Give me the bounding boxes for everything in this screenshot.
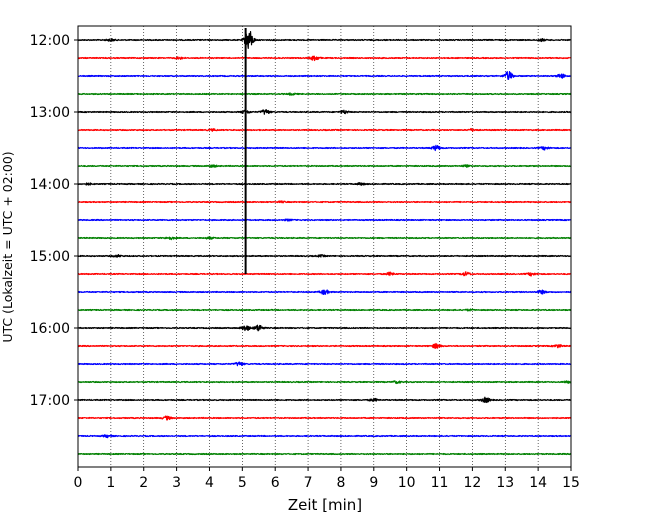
x-tick-label: 14 — [529, 475, 547, 491]
x-tick-label: 7 — [304, 475, 313, 491]
x-tick-label: 12 — [463, 475, 481, 491]
trace-line — [77, 218, 572, 222]
x-tick-label: 15 — [562, 475, 580, 491]
trace-line — [77, 109, 572, 115]
y-tick-label: 16:00 — [30, 321, 70, 337]
x-tick-label: 11 — [431, 475, 449, 491]
x-tick-label: 1 — [106, 475, 115, 491]
x-tick-label: 0 — [74, 475, 83, 491]
trace-line — [77, 92, 572, 96]
trace-line — [77, 324, 572, 332]
trace-line — [77, 144, 572, 152]
trace-line — [77, 271, 572, 277]
x-tick-label: 13 — [496, 475, 514, 491]
x-tick-label: 10 — [398, 475, 416, 491]
trace-line — [77, 396, 572, 404]
x-tick-label: 5 — [238, 475, 247, 491]
x-tick-label: 4 — [205, 475, 214, 491]
x-tick-label: 9 — [369, 475, 378, 491]
trace-line — [77, 55, 572, 62]
y-tick-label: 14:00 — [30, 177, 70, 193]
trace-line — [77, 361, 572, 367]
trace-line — [77, 236, 572, 241]
x-axis-label: Zeit [min] — [288, 496, 362, 514]
y-tick-label: 15:00 — [30, 249, 70, 265]
trace-line — [77, 30, 572, 49]
trace-line — [77, 128, 572, 133]
seismogram-traces — [77, 30, 572, 456]
trace-line — [77, 70, 572, 80]
y-tick-label: 17:00 — [30, 393, 70, 409]
trace-line — [77, 182, 572, 186]
trace-line — [77, 164, 572, 168]
y-tick-label: 13:00 — [30, 105, 70, 121]
y-axis-ticks: 12:00 13:00 14:00 15:00 16:00 17:00 — [30, 33, 78, 409]
y-tick-label: 12:00 — [30, 33, 70, 49]
x-tick-label: 8 — [336, 475, 345, 491]
trace-line — [77, 380, 572, 385]
plot-frame — [77, 25, 572, 468]
trace-line — [77, 289, 572, 296]
trace-line — [77, 254, 572, 258]
x-tick-label: 3 — [172, 475, 181, 491]
x-axis-ticks: 0 1 2 3 4 5 6 7 8 9 10 11 12 13 14 15 — [74, 467, 580, 491]
trace-line — [77, 200, 572, 204]
trace-line — [77, 415, 572, 421]
y-axis-label: UTC (Lokalzeit = UTC + 02:00) — [0, 151, 15, 342]
x-tick-label: 2 — [139, 475, 148, 491]
trace-line — [77, 434, 572, 439]
trace-line — [77, 342, 572, 349]
trace-line — [77, 308, 572, 312]
x-tick-label: 6 — [271, 475, 280, 491]
trace-line — [77, 452, 572, 456]
